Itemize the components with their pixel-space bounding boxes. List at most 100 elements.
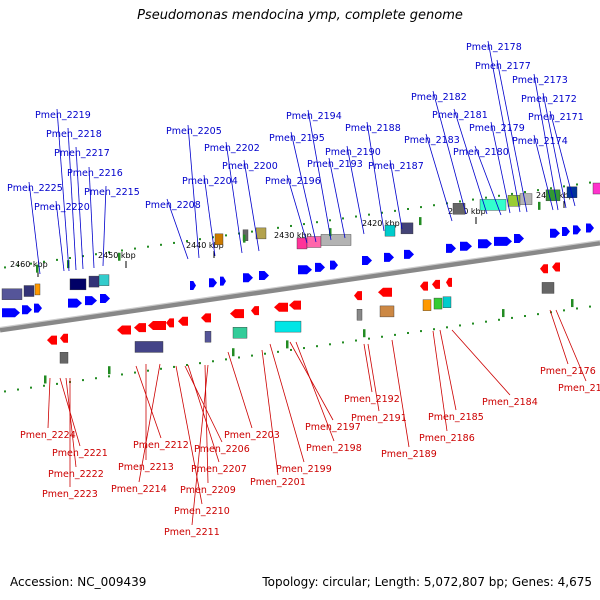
upper-rail-dot bbox=[576, 183, 578, 186]
cog-box bbox=[34, 283, 41, 296]
upper-rail-dot bbox=[186, 240, 188, 243]
cog-box bbox=[98, 274, 110, 286]
leader-line bbox=[191, 364, 209, 526]
lower-rail-dot bbox=[173, 365, 175, 368]
cog-box bbox=[274, 320, 302, 333]
lower-rail-dot bbox=[277, 350, 279, 353]
gene-label: Pmen_2185 bbox=[428, 412, 484, 423]
lower-rail-dot bbox=[212, 360, 214, 363]
leader-line bbox=[439, 329, 457, 411]
gene-label: Pmen_2201 bbox=[250, 477, 306, 488]
leader-line bbox=[286, 174, 308, 244]
gene-label: Pmen_2200 bbox=[222, 161, 278, 172]
gene-label: Pmen_2205 bbox=[166, 126, 222, 137]
gene-label: Pmen_2193 bbox=[307, 159, 363, 170]
leader-line bbox=[496, 59, 528, 213]
forward-gene-arrow bbox=[384, 252, 394, 262]
leader-line bbox=[451, 329, 511, 396]
lower-rail-dot bbox=[238, 356, 240, 359]
forward-gene-arrow bbox=[100, 294, 110, 303]
forward-gene-arrow bbox=[478, 239, 492, 249]
gene-label: Pmen_2204 bbox=[182, 176, 238, 187]
upper-rail-dot bbox=[316, 221, 318, 224]
reverse-gene-arrow bbox=[134, 323, 146, 333]
lower-rail-dot bbox=[407, 331, 409, 334]
forward-gene-arrow bbox=[573, 225, 581, 235]
cog-box bbox=[545, 189, 561, 202]
reverse-gene-arrow bbox=[178, 316, 188, 326]
leader-line bbox=[432, 330, 448, 432]
cog-box bbox=[69, 278, 87, 291]
rail-marker bbox=[502, 309, 505, 318]
forward-gene-arrow bbox=[190, 280, 196, 290]
forward-gene-arrow bbox=[2, 308, 20, 318]
scale-tick-label: 2460 kbp bbox=[10, 260, 48, 269]
upper-rail-dot bbox=[199, 238, 201, 241]
rail-marker bbox=[108, 366, 111, 375]
leader-line bbox=[549, 110, 576, 207]
forward-gene-arrow bbox=[330, 260, 338, 270]
leader-line bbox=[328, 157, 346, 239]
leader-line bbox=[425, 133, 453, 222]
cog-box bbox=[356, 309, 363, 321]
upper-rail-dot bbox=[134, 247, 136, 250]
gene-label: Pmen_2224 bbox=[20, 430, 76, 441]
gene-label: Pmen_2176 bbox=[540, 366, 596, 377]
gene-label: Pmen_2217 bbox=[54, 148, 110, 159]
forward-gene-arrow bbox=[586, 223, 594, 233]
upper-rail-dot bbox=[303, 223, 305, 226]
reverse-gene-arrow bbox=[201, 313, 211, 323]
forward-gene-arrow bbox=[404, 249, 414, 259]
forward-gene-arrow bbox=[446, 243, 456, 253]
leader-line bbox=[367, 343, 380, 412]
lower-rail-dot bbox=[264, 352, 266, 355]
reverse-gene-arrow bbox=[47, 335, 57, 345]
cog-box bbox=[422, 299, 432, 311]
rail-marker bbox=[571, 299, 574, 308]
gene-label: Pmen_2189 bbox=[381, 449, 437, 460]
lower-rail-dot bbox=[82, 379, 84, 382]
gene-label: Pmen_2177 bbox=[475, 61, 531, 72]
gene-label: Pmen_2181 bbox=[432, 110, 488, 121]
upper-rail-dot bbox=[420, 206, 422, 209]
upper-rail-dot bbox=[69, 256, 71, 259]
cog-box bbox=[59, 352, 69, 364]
map-rails bbox=[0, 181, 600, 393]
upper-rail-dot bbox=[277, 226, 279, 229]
lower-rail-dot bbox=[485, 320, 487, 323]
leader-line bbox=[88, 166, 95, 269]
gene-label: Pmen_2183 bbox=[404, 135, 460, 146]
lower-rail-dot bbox=[290, 348, 292, 351]
forward-gene-arrow bbox=[259, 270, 269, 280]
leader-line bbox=[295, 341, 335, 442]
lower-rail-dot bbox=[199, 362, 201, 365]
reverse-gene-arrow bbox=[420, 281, 428, 291]
lower-rail-dot bbox=[303, 347, 305, 350]
upper-rail-dot bbox=[108, 251, 110, 254]
leader-line bbox=[227, 351, 253, 429]
upper-rail-dot bbox=[550, 187, 552, 190]
rail-marker bbox=[36, 264, 39, 273]
upper-rail-dot bbox=[563, 185, 565, 188]
upper-rail-dot bbox=[173, 241, 175, 244]
lower-rail-dot bbox=[381, 335, 383, 338]
gene-label: Pmen_2218 bbox=[46, 129, 102, 140]
gene-label: Pmen_2174 bbox=[512, 136, 568, 147]
lower-rail-dot bbox=[472, 322, 474, 325]
upper-rail-dot bbox=[17, 264, 19, 267]
gene-label: Pmen_2195 bbox=[269, 133, 325, 144]
gene-label: Pmen_2210 bbox=[174, 506, 230, 517]
lower-rail-dot bbox=[420, 330, 422, 333]
reverse-gene-arrow bbox=[289, 300, 301, 310]
upper-rail-dot bbox=[329, 219, 331, 222]
leader-line bbox=[138, 363, 161, 483]
forward-gene-arrow bbox=[514, 233, 524, 243]
leader-line bbox=[289, 341, 334, 421]
leader-line bbox=[65, 377, 77, 468]
backbone-line bbox=[0, 240, 600, 333]
scale-tick-label: 2430 kbp bbox=[274, 231, 312, 240]
rail-marker bbox=[232, 348, 235, 357]
reverse-gene-arrow bbox=[552, 262, 560, 272]
reverse-gene-arrow bbox=[148, 321, 166, 331]
